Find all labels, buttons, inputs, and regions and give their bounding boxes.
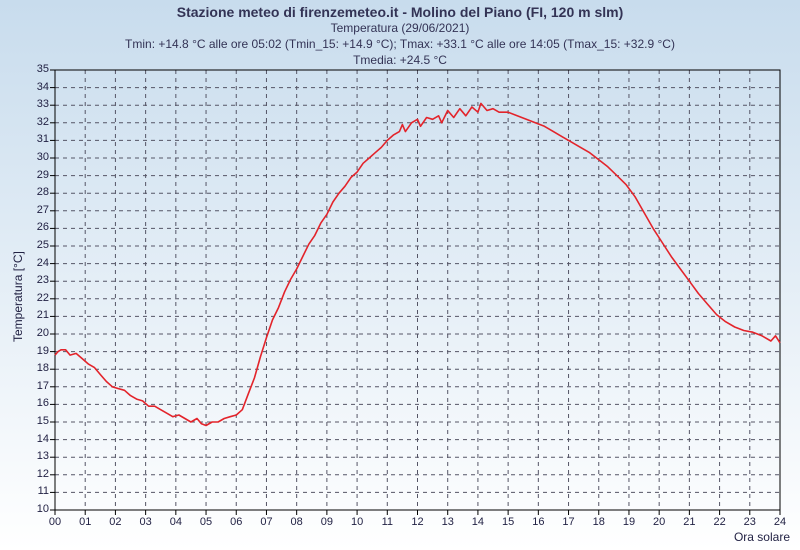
y-tick-label: 12 (21, 468, 49, 480)
y-tick-label: 22 (21, 292, 49, 304)
x-tick-label: 14 (466, 516, 490, 528)
y-tick-label: 17 (21, 380, 49, 392)
x-tick-label: 05 (194, 516, 218, 528)
x-tick-label: 23 (738, 516, 762, 528)
x-tick-label: 15 (496, 516, 520, 528)
x-tick-label: 02 (103, 516, 127, 528)
y-tick-label: 30 (21, 151, 49, 163)
x-tick-label: 04 (164, 516, 188, 528)
x-tick-label: 01 (73, 516, 97, 528)
y-tick-label: 27 (21, 204, 49, 216)
y-tick-label: 35 (21, 63, 49, 75)
y-tick-label: 13 (21, 450, 49, 462)
x-tick-label: 07 (254, 516, 278, 528)
x-tick-label: 24 (768, 516, 792, 528)
y-tick-label: 21 (21, 309, 49, 321)
x-tick-label: 13 (436, 516, 460, 528)
y-tick-label: 29 (21, 169, 49, 181)
y-tick-label: 15 (21, 415, 49, 427)
y-tick-label: 34 (21, 81, 49, 93)
x-tick-label: 00 (43, 516, 67, 528)
plot-svg (0, 0, 800, 550)
x-tick-label: 08 (285, 516, 309, 528)
y-tick-label: 10 (21, 503, 49, 515)
x-tick-label: 22 (708, 516, 732, 528)
y-tick-label: 33 (21, 98, 49, 110)
y-tick-label: 11 (21, 485, 49, 497)
y-tick-label: 14 (21, 433, 49, 445)
y-tick-label: 31 (21, 133, 49, 145)
y-tick-label: 20 (21, 327, 49, 339)
y-tick-label: 16 (21, 397, 49, 409)
y-tick-label: 25 (21, 239, 49, 251)
x-tick-label: 19 (617, 516, 641, 528)
x-tick-label: 11 (375, 516, 399, 528)
x-tick-label: 12 (406, 516, 430, 528)
y-tick-label: 18 (21, 362, 49, 374)
y-tick-label: 23 (21, 274, 49, 286)
y-tick-label: 24 (21, 257, 49, 269)
y-tick-label: 26 (21, 221, 49, 233)
y-tick-label: 19 (21, 345, 49, 357)
y-tick-label: 32 (21, 116, 49, 128)
x-tick-label: 03 (134, 516, 158, 528)
x-tick-label: 20 (647, 516, 671, 528)
x-tick-label: 06 (224, 516, 248, 528)
x-tick-label: 18 (587, 516, 611, 528)
x-tick-label: 09 (315, 516, 339, 528)
x-tick-label: 17 (557, 516, 581, 528)
x-tick-label: 10 (345, 516, 369, 528)
y-tick-label: 28 (21, 186, 49, 198)
x-tick-label: 16 (526, 516, 550, 528)
x-tick-label: 21 (677, 516, 701, 528)
